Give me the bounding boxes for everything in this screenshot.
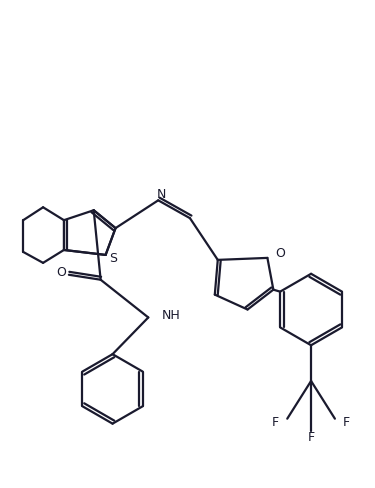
Text: O: O — [275, 247, 285, 261]
Text: NH: NH — [162, 309, 181, 322]
Text: F: F — [343, 416, 350, 429]
Text: F: F — [308, 431, 315, 444]
Text: F: F — [272, 416, 279, 429]
Text: N: N — [156, 188, 166, 201]
Text: O: O — [56, 266, 66, 279]
Text: S: S — [110, 252, 117, 265]
